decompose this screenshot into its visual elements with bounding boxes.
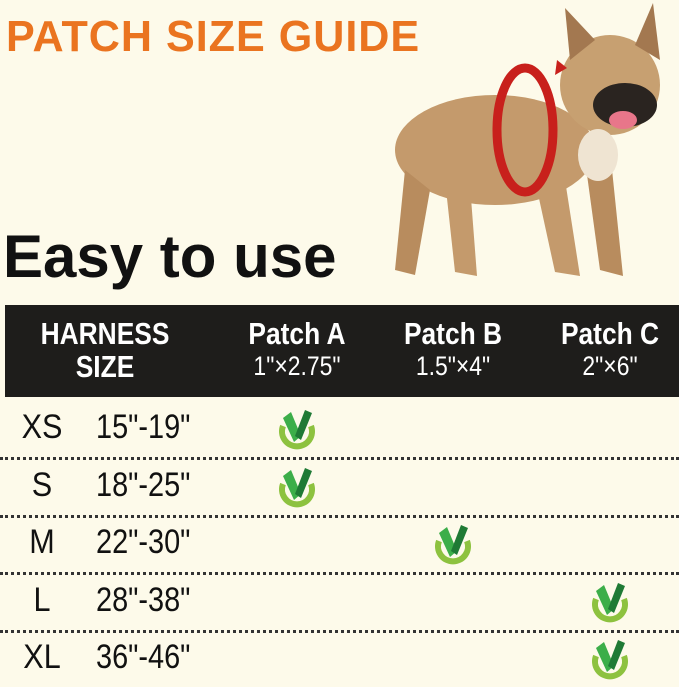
page-title: PATCH SIZE GUIDE <box>6 12 421 61</box>
check-badge-icon <box>592 640 628 680</box>
header-dimensions: 1"×2.75" <box>253 351 341 381</box>
header-text: HARNESS <box>40 316 170 351</box>
header-text: SIZE <box>75 349 135 384</box>
french-bulldog-image <box>395 3 660 276</box>
check-badge-icon <box>435 525 471 565</box>
size-label: S <box>31 465 53 504</box>
size-range: 15"-19" <box>96 408 191 446</box>
header-text: Patch B <box>403 316 503 351</box>
size-label: M <box>29 523 55 561</box>
table-row: M 22"-30" <box>0 515 679 575</box>
size-range: 36"-46" <box>96 638 191 676</box>
tagline: Easy to use <box>3 223 337 290</box>
header-patch-c: Patch C 2"×6" <box>530 317 679 383</box>
size-range: 18"-25" <box>96 465 191 504</box>
table-row: XS 15"-19" <box>0 400 679 460</box>
table-row: XL 36"-46" <box>0 630 679 687</box>
header-text: Patch C <box>560 316 660 351</box>
header-text: Patch A <box>248 316 346 351</box>
check-badge-icon <box>592 582 628 622</box>
header-harness-size: HARNESS SIZE <box>5 317 205 383</box>
size-label: XS <box>21 408 63 446</box>
header-dimensions: 1.5"×4" <box>415 351 491 381</box>
check-badge-icon <box>279 410 315 450</box>
size-range: 22"-30" <box>96 523 191 561</box>
size-label: XL <box>23 638 61 676</box>
size-label: L <box>33 580 51 619</box>
table-header: HARNESS SIZE Patch A 1"×2.75" Patch B 1.… <box>5 305 679 397</box>
table-row: S 18"-25" <box>0 458 679 518</box>
header-patch-b: Patch B 1.5"×4" <box>373 317 533 383</box>
check-badge-icon <box>279 467 315 507</box>
header-patch-a: Patch A 1"×2.75" <box>217 317 377 383</box>
table-row: L 28"-38" <box>0 573 679 633</box>
header-dimensions: 2"×6" <box>582 351 638 381</box>
size-range: 28"-38" <box>96 580 191 619</box>
